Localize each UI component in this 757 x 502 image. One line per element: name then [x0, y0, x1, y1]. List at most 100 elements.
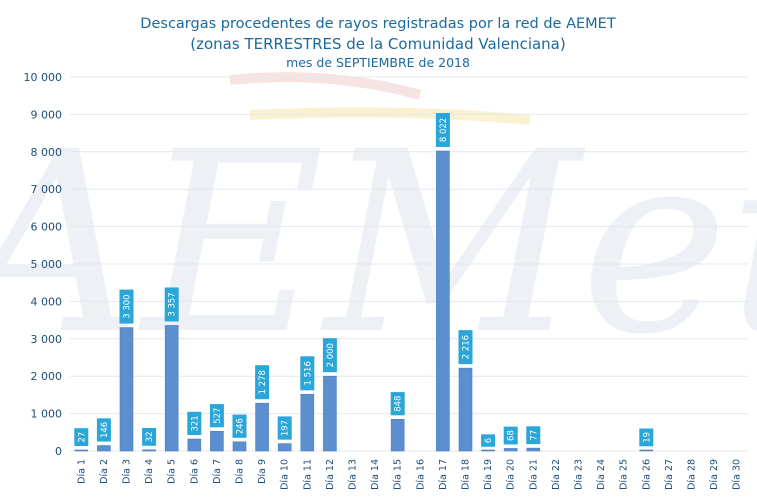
y-tick-label: 5 000 [31, 258, 63, 271]
bar [526, 447, 541, 452]
x-tick-label: Día 8 [235, 459, 246, 484]
data-label-box [187, 411, 202, 435]
data-label: 527 [213, 408, 223, 424]
x-tick-label: Día 5 [167, 459, 178, 484]
data-label-box [390, 392, 405, 416]
bar [481, 449, 495, 452]
bar [390, 418, 405, 452]
y-tick-label: 8 000 [31, 146, 63, 159]
bars [74, 150, 654, 452]
data-label-box [526, 426, 541, 445]
x-tick-label: Día 25 [619, 459, 630, 490]
x-tick-label: Día 14 [370, 459, 381, 490]
x-tick-label: Día 9 [257, 459, 268, 484]
chart-title-line-2: (zonas TERRESTRES de la Comunidad Valenc… [190, 35, 565, 53]
bar [119, 327, 134, 452]
x-tick-label: Día 16 [415, 459, 426, 490]
x-tick-label: Día 2 [99, 459, 110, 484]
x-tick-label: Día 7 [212, 459, 223, 484]
y-tick-label: 4 000 [31, 295, 63, 308]
x-tick-label: Día 4 [144, 459, 155, 484]
data-label-box [74, 428, 89, 446]
data-label: 77 [529, 430, 539, 441]
x-tick-label: Día 28 [687, 459, 698, 490]
x-tick-label: Día 18 [461, 459, 472, 490]
data-label-box [639, 428, 654, 447]
data-label: 1 278 [258, 370, 268, 394]
data-label: 2 000 [326, 343, 336, 367]
data-label-box [481, 434, 496, 447]
data-label-box [142, 428, 157, 446]
watermark-stroke-yellow [249, 107, 531, 125]
data-label-box [458, 330, 473, 365]
bar [97, 445, 111, 452]
x-tick-label: Día 27 [664, 459, 675, 490]
x-tick-label: Día 12 [325, 459, 336, 490]
data-label: 3 300 [123, 294, 133, 318]
y-tick-label: 6 000 [31, 221, 63, 234]
x-tick-label: Día 26 [641, 459, 652, 490]
bar [300, 394, 315, 452]
data-label: 8 022 [439, 118, 449, 142]
x-tick-label: Día 20 [506, 459, 517, 490]
data-label: 197 [281, 420, 291, 436]
data-label-box [277, 416, 292, 440]
bar [187, 438, 202, 452]
watermark-text: AEMet [0, 98, 757, 389]
bar [323, 375, 337, 452]
bar [458, 367, 473, 452]
x-tick-label: Día 21 [528, 459, 539, 490]
x-tick-label: Día 19 [483, 459, 494, 490]
y-tick-label: 3 000 [31, 333, 63, 346]
x-tick-label: Día 6 [189, 459, 200, 484]
y-tick-label: 10 000 [24, 71, 63, 84]
data-label: 146 [100, 422, 110, 438]
bar [277, 443, 292, 452]
data-label: 321 [190, 415, 200, 431]
data-label: 27 [77, 432, 87, 443]
data-label-box [96, 418, 111, 442]
bar [210, 430, 224, 452]
data-label-box [164, 287, 179, 322]
data-labels: 27 146 3 300 32 3 357 321 527 246 1 278 197 1 516 2… [74, 112, 654, 447]
x-tick-label: Día 29 [709, 459, 720, 490]
x-tick-label: Día 22 [551, 459, 562, 490]
x-tick-label: Día 15 [393, 459, 404, 490]
chart-title: Descargas procedentes de rayos registrad… [140, 16, 616, 70]
bar [142, 449, 156, 452]
x-tick-label: Día 23 [574, 459, 585, 490]
data-label: 848 [394, 396, 404, 412]
data-label: 32 [145, 431, 155, 442]
aemet-watermark: AEMet [0, 72, 757, 389]
chart-title-line-1: Descargas procedentes de rayos registrad… [140, 16, 616, 32]
x-tick-label: Día 17 [438, 459, 449, 490]
x-axis-ticks: Día 1 Día 2 Día 3 Día 4 Día 5 Día 6 Día 7 Día 8… [76, 459, 742, 490]
x-tick-label: Día 11 [302, 459, 313, 490]
bar [255, 402, 269, 452]
x-tick-label: Día 3 [122, 459, 133, 484]
data-label-box [435, 112, 450, 147]
bar [232, 441, 247, 452]
bar [639, 449, 654, 452]
data-label-box [209, 404, 224, 428]
y-tick-label: 0 [55, 445, 62, 458]
data-label: 19 [642, 432, 652, 443]
x-tick-label: Día 30 [732, 459, 743, 490]
y-tick-label: 9 000 [31, 108, 63, 121]
x-tick-label: Día 10 [280, 459, 291, 490]
x-tick-label: Día 1 [76, 459, 87, 484]
data-label-box [503, 426, 518, 445]
y-tick-label: 2 000 [31, 370, 63, 383]
data-label-box [119, 289, 134, 324]
data-label-box [322, 338, 337, 373]
data-label-box [255, 365, 270, 400]
watermark-stroke-red [229, 72, 422, 100]
data-label: 246 [236, 418, 246, 434]
y-tick-label: 1 000 [31, 408, 63, 421]
data-label: 1 516 [303, 361, 313, 385]
data-label-box [300, 356, 315, 391]
gridlines [70, 76, 748, 452]
bar [74, 449, 89, 452]
